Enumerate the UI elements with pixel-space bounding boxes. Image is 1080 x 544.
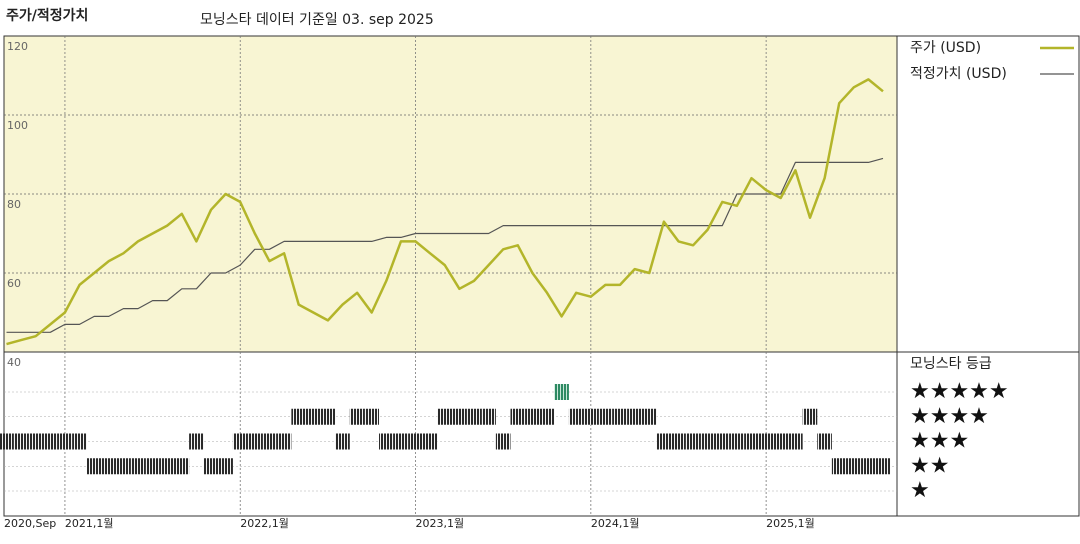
- rating-bar: [758, 433, 774, 450]
- rating-bar: [656, 433, 672, 450]
- series-line: [6, 157, 884, 333]
- rating-bar: [305, 408, 321, 425]
- y-tick-label: 60: [7, 277, 21, 290]
- rating-bar: [57, 433, 73, 450]
- rating-bar: [627, 408, 642, 425]
- rating-bar: [0, 433, 14, 450]
- rating-bar: [817, 433, 832, 450]
- x-tick-label: 2021,1월: [65, 517, 114, 530]
- rating-bar: [568, 408, 584, 425]
- rating-bar: [422, 433, 438, 450]
- rating-bar: [86, 458, 102, 475]
- rating-bar: [262, 433, 277, 450]
- rating-bar: [583, 408, 599, 425]
- y-tick-label: 40: [7, 356, 21, 369]
- rating-bar: [159, 458, 175, 475]
- y-tick-label: 120: [7, 40, 28, 53]
- rating-bar: [203, 458, 219, 475]
- rating-bar: [232, 433, 248, 450]
- rating-bar: [130, 458, 146, 475]
- rating-bar: [28, 433, 44, 450]
- rating-bar: [174, 458, 190, 475]
- rating-bar: [481, 408, 496, 425]
- rating-bar: [554, 384, 569, 400]
- rating-bar: [291, 408, 306, 425]
- series-line: [6, 78, 884, 346]
- rating-bar: [685, 433, 701, 450]
- rating-bar: [539, 408, 555, 425]
- rating-bar: [641, 408, 657, 425]
- rating-bar: [773, 433, 789, 450]
- rating-bar: [729, 433, 745, 450]
- rating-label: ★★★★★: [910, 379, 1009, 404]
- chart-title: 주가/적정가치: [6, 7, 88, 24]
- x-tick-label: 2024,1월: [591, 517, 640, 530]
- rating-bar: [612, 408, 628, 425]
- rating-bar: [320, 408, 336, 425]
- x-tick-label: 2020,Sep: [4, 517, 56, 530]
- rating-bar: [145, 458, 160, 475]
- rating-bar: [276, 433, 292, 450]
- rating-bar: [875, 458, 891, 475]
- y-tick-label: 80: [7, 198, 21, 211]
- rating-bar: [861, 458, 876, 475]
- rating-bar: [788, 433, 803, 450]
- rating-bar: [379, 433, 394, 450]
- x-tick-label: 2023,1월: [416, 517, 465, 530]
- rating-bar: [218, 458, 233, 475]
- x-tick-label: 2022,1월: [240, 517, 289, 530]
- legend-label: 적정가치 (USD): [910, 66, 1007, 82]
- rating-bar: [846, 458, 862, 475]
- rating-title: 모닝스타 등급: [910, 356, 992, 372]
- legend-label: 주가 (USD): [910, 40, 981, 56]
- rating-label: ★★: [910, 453, 949, 478]
- legend-panel: [896, 35, 1080, 517]
- rating-bar: [116, 458, 131, 475]
- rating-bar: [452, 408, 467, 425]
- y-tick-label: 100: [7, 119, 28, 132]
- rating-label: ★★★: [910, 429, 969, 454]
- rating-bar: [349, 408, 365, 425]
- rating-bar: [393, 433, 409, 450]
- rating-bar: [408, 433, 423, 450]
- rating-bar: [189, 433, 204, 450]
- rating-bar: [510, 408, 526, 425]
- rating-bar: [335, 433, 350, 450]
- rating-bar: [525, 408, 540, 425]
- rating-label: ★: [910, 478, 930, 503]
- rating-bar: [700, 433, 716, 450]
- rating-bar: [101, 458, 117, 475]
- rating-bar: [671, 433, 686, 450]
- rating-bar: [744, 433, 759, 450]
- rating-bar: [831, 458, 847, 475]
- rating-bar: [13, 433, 29, 450]
- rating-bar: [715, 433, 730, 450]
- rating-bar: [437, 408, 453, 425]
- rating-label: ★★★★: [910, 404, 989, 429]
- rating-bar: [43, 433, 58, 450]
- rating-bar: [495, 433, 511, 450]
- rating-bar: [72, 433, 87, 450]
- rating-bar: [364, 408, 380, 425]
- chart-subtitle: 모닝스타 데이터 기준일 03. sep 2025: [200, 12, 434, 28]
- rating-bar: [247, 433, 263, 450]
- rating-bar: [802, 408, 818, 425]
- rating-bar: [466, 408, 482, 425]
- x-tick-label: 2025,1월: [766, 517, 815, 530]
- rating-bar: [598, 408, 613, 425]
